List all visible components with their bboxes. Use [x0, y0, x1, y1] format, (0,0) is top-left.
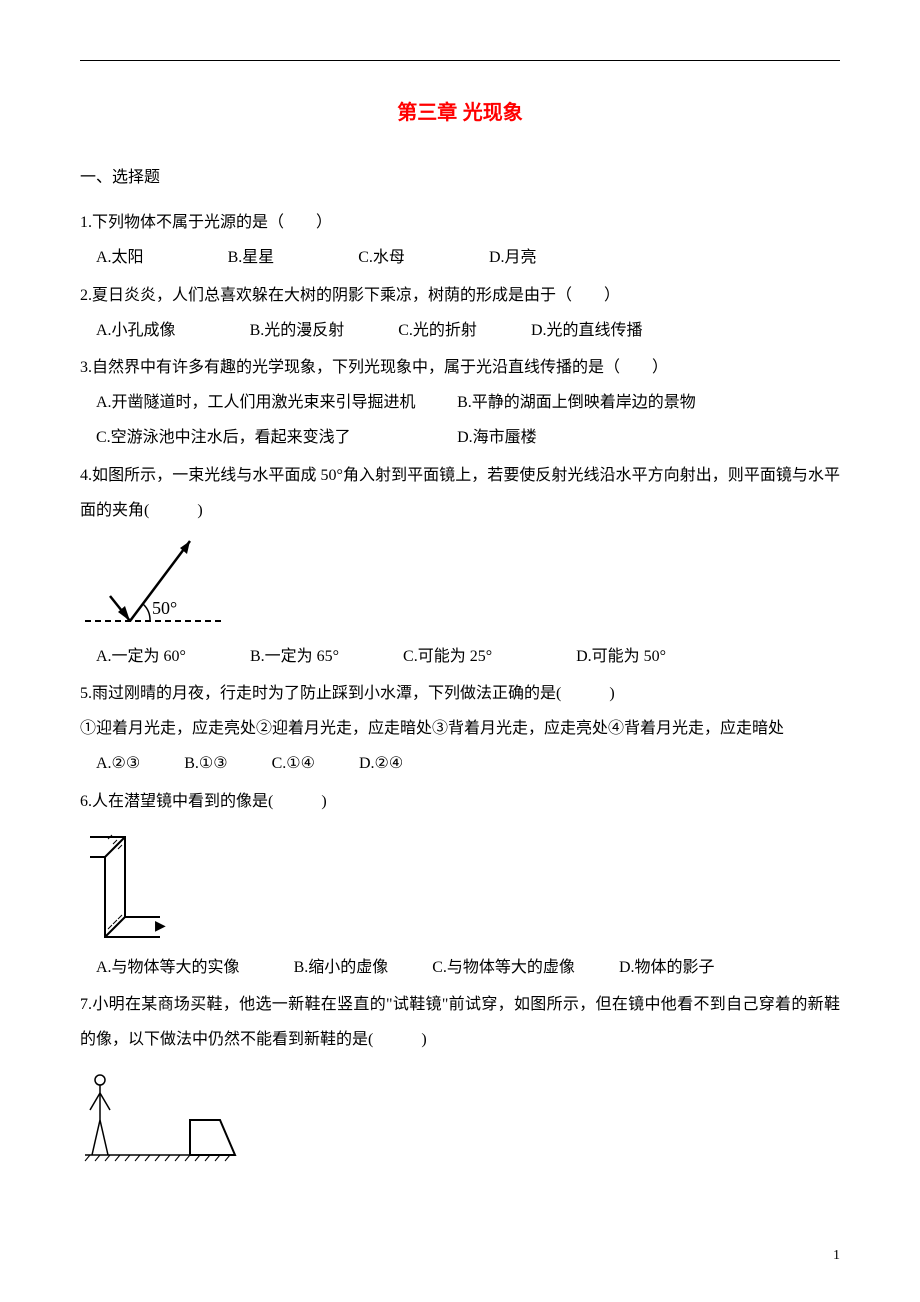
option-a: A.太阳 [96, 240, 144, 275]
options: A.与物体等大的实像 B.缩小的虚像 C.与物体等大的虚像 D.物体的影子 [80, 950, 840, 985]
option-c: C.与物体等大的虚像 [432, 950, 575, 985]
figure-periscope: ▶ [80, 827, 840, 942]
option-d: D.月亮 [489, 240, 537, 275]
svg-text:▶: ▶ [155, 919, 166, 934]
option-a: A.开凿隧道时，工人们用激光束来引导掘进机 [96, 385, 453, 420]
page-title: 第三章 光现象 [80, 91, 840, 135]
figure-mirror [80, 1065, 840, 1165]
option-a: A.与物体等大的实像 [96, 950, 240, 985]
options: A.太阳 B.星星 C.水母 D.月亮 [80, 240, 840, 275]
option-b: B.平静的湖面上倒映着岸边的景物 [457, 385, 814, 420]
question-1: 1.下列物体不属于光源的是（ ） A.太阳 B.星星 C.水母 D.月亮 [80, 205, 840, 275]
option-b: B.①③ [184, 746, 227, 781]
option-b: B.一定为 65° [250, 639, 339, 674]
options: A.小孔成像 B.光的漫反射 C.光的折射 D.光的直线传播 [80, 313, 840, 348]
options: A.②③ B.①③ C.①④ D.②④ [80, 746, 840, 781]
option-d: D.②④ [359, 746, 403, 781]
option-a: A.小孔成像 [96, 313, 176, 348]
question-2: 2.夏日炎炎，人们总喜欢躲在大树的阴影下乘凉，树荫的形成是由于（ ） A.小孔成… [80, 278, 840, 348]
option-d: D.海市蜃楼 [457, 420, 814, 455]
option-c: C.可能为 25° [403, 639, 492, 674]
option-c: C.①④ [272, 746, 315, 781]
question-6: 6.人在潜望镜中看到的像是( ) ▶ A.与物体等大的实像 B.缩小的虚像 C.… [80, 784, 840, 985]
option-b: B.缩小的虚像 [294, 950, 389, 985]
question-stem: 1.下列物体不属于光源的是（ ） [80, 205, 840, 240]
question-stem: 2.夏日炎炎，人们总喜欢躲在大树的阴影下乘凉，树荫的形成是由于（ ） [80, 278, 840, 313]
question-stem: 5.雨过刚晴的月夜，行走时为了防止踩到小水潭，下列做法正确的是( ) [80, 676, 840, 711]
option-c: C.空游泳池中注水后，看起来变浅了 [96, 420, 453, 455]
horizontal-rule [80, 60, 840, 61]
page-number: 1 [833, 1241, 840, 1272]
question-7: 7.小明在某商场买鞋，他选一新鞋在竖直的"试鞋镜"前试穿，如图所示，但在镜中他看… [80, 987, 840, 1165]
options: A.开凿隧道时，工人们用激光束来引导掘进机 B.平静的湖面上倒映着岸边的景物 C… [80, 385, 840, 455]
question-stem: 6.人在潜望镜中看到的像是( ) [80, 784, 840, 819]
question-3: 3.自然界中有许多有趣的光学现象，下列光现象中，属于光沿直线传播的是（ ） A.… [80, 350, 840, 456]
question-4: 4.如图所示，一束光线与水平面成 50°角入射到平面镜上，若要使反射光线沿水平方… [80, 458, 840, 675]
options: A.一定为 60° B.一定为 65° C.可能为 25° D.可能为 50° [80, 639, 840, 674]
question-stem: 3.自然界中有许多有趣的光学现象，下列光现象中，属于光沿直线传播的是（ ） [80, 350, 840, 385]
figure-angle: 50° [80, 536, 840, 631]
question-stem: 4.如图所示，一束光线与水平面成 50°角入射到平面镜上，若要使反射光线沿水平方… [80, 458, 840, 528]
section-header: 一、选择题 [80, 160, 840, 195]
question-sub: ①迎着月光走，应走亮处②迎着月光走，应走暗处③背着月光走，应走亮处④背着月光走，… [80, 711, 840, 746]
angle-label: 50° [152, 598, 177, 618]
option-c: C.水母 [358, 240, 405, 275]
option-a: A.一定为 60° [96, 639, 186, 674]
option-d: D.光的直线传播 [531, 313, 643, 348]
option-c: C.光的折射 [398, 313, 477, 348]
option-b: B.星星 [228, 240, 275, 275]
option-d: D.物体的影子 [619, 950, 715, 985]
option-d: D.可能为 50° [576, 639, 666, 674]
question-stem: 7.小明在某商场买鞋，他选一新鞋在竖直的"试鞋镜"前试穿，如图所示，但在镜中他看… [80, 987, 840, 1057]
option-b: B.光的漫反射 [250, 313, 345, 348]
option-a: A.②③ [96, 746, 140, 781]
question-5: 5.雨过刚晴的月夜，行走时为了防止踩到小水潭，下列做法正确的是( ) ①迎着月光… [80, 676, 840, 782]
